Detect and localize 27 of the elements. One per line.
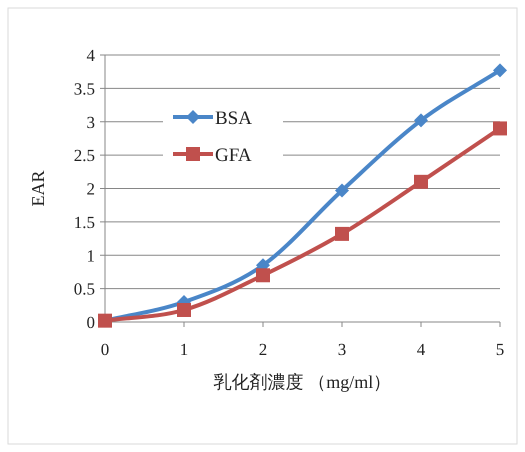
- x-tick-label: 5: [496, 340, 504, 359]
- y-tick-label: 1: [86, 246, 95, 266]
- point: [493, 63, 507, 78]
- x-tick-label: 1: [180, 340, 188, 359]
- y-axis-title: EAR: [28, 170, 48, 206]
- y-tick-label: 3: [86, 112, 95, 132]
- point: [256, 268, 270, 282]
- point: [335, 184, 349, 198]
- x-tick-label: 3: [338, 340, 346, 359]
- y-tick-label: 3.5: [74, 79, 95, 98]
- point: [493, 121, 507, 136]
- x-tick-label: 2: [258, 340, 268, 359]
- legend-label: BSA: [215, 108, 252, 129]
- point: [335, 226, 349, 241]
- y-tick-label: 2: [86, 180, 95, 198]
- y-tick-label: 0: [86, 313, 95, 332]
- y-tick-label: 0.5: [74, 280, 95, 299]
- point: [414, 113, 428, 128]
- x-tick-label: 4: [416, 340, 426, 359]
- x-axis-title: 乳化剤濃度 （mg/ml）: [214, 372, 392, 392]
- y-tick-label: 4: [86, 46, 96, 65]
- y-tick-label: 2.5: [74, 146, 95, 166]
- legend-label: GFA: [215, 145, 252, 166]
- x-tick-label: 0: [100, 340, 110, 359]
- y-tick-label: 1.5: [74, 212, 95, 232]
- point: [177, 302, 191, 317]
- point: [414, 174, 428, 189]
